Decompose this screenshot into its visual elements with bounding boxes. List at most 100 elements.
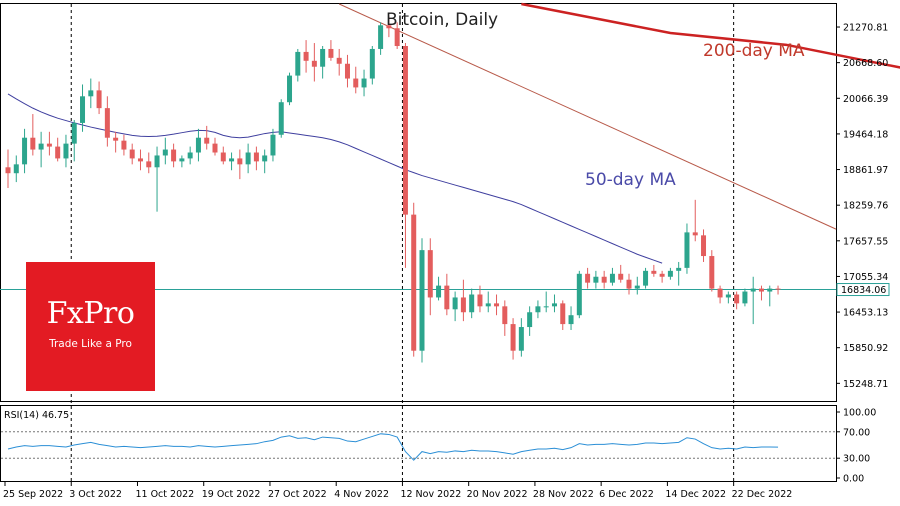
candle bbox=[767, 285, 773, 307]
candle bbox=[502, 300, 508, 336]
candle bbox=[717, 285, 723, 304]
candle bbox=[692, 199, 698, 242]
candle bbox=[527, 306, 533, 336]
candle bbox=[88, 78, 94, 109]
rsi-label: RSI(14) 46.75 bbox=[4, 410, 69, 421]
candle bbox=[758, 285, 764, 301]
candle bbox=[204, 125, 210, 150]
date-tick-label: 19 Oct 2022 bbox=[202, 489, 261, 500]
candle bbox=[278, 99, 284, 138]
candles bbox=[5, 16, 781, 363]
candle bbox=[245, 143, 251, 174]
candle bbox=[80, 84, 86, 132]
candle bbox=[30, 114, 36, 156]
rsi-indicator: 100.00 70.00 30.00 0.00 bbox=[1, 408, 876, 485]
rsi-tick-label: 30.00 bbox=[843, 454, 870, 465]
date-tick-label: 20 Nov 2022 bbox=[467, 489, 528, 500]
date-tick-label: 3 Oct 2022 bbox=[69, 489, 122, 500]
candle bbox=[601, 270, 607, 289]
ma50-label: 50-day MA bbox=[585, 170, 676, 190]
candle bbox=[320, 46, 326, 79]
candle bbox=[63, 134, 69, 168]
trend-line bbox=[338, 3, 837, 230]
candle bbox=[469, 288, 475, 319]
candle bbox=[353, 66, 359, 94]
candle bbox=[659, 270, 665, 283]
logo-wordmark: FxPro bbox=[46, 296, 135, 331]
candle bbox=[262, 149, 268, 174]
candle bbox=[386, 16, 392, 38]
candle bbox=[46, 131, 52, 156]
candle bbox=[593, 270, 599, 289]
candle bbox=[535, 300, 541, 319]
date-axis: 25 Sep 2022 3 Oct 2022 11 Oct 2022 19 Oct 2… bbox=[3, 481, 792, 500]
candle bbox=[154, 146, 160, 212]
chart-title: Bitcoin, Daily bbox=[386, 10, 498, 30]
candle bbox=[485, 291, 491, 313]
date-tick-label: 6 Dec 2022 bbox=[599, 489, 654, 500]
current-price-box bbox=[836, 283, 890, 297]
candle bbox=[146, 152, 152, 174]
date-tick-label: 22 Dec 2022 bbox=[732, 489, 793, 500]
price-tick-label: 16453.13 bbox=[843, 308, 888, 319]
candle bbox=[734, 291, 740, 310]
downtrend-line bbox=[338, 3, 837, 230]
candle bbox=[436, 276, 442, 301]
candle bbox=[220, 146, 226, 165]
price-tick-label: 17055.34 bbox=[843, 272, 888, 283]
date-tick-label: 25 Sep 2022 bbox=[3, 489, 63, 500]
candle bbox=[336, 48, 342, 76]
price-tick-label: 18861.97 bbox=[843, 165, 888, 176]
candle bbox=[179, 155, 185, 168]
candle bbox=[104, 96, 110, 147]
rsi-tick-label: 100.00 bbox=[843, 408, 876, 419]
candle bbox=[311, 43, 317, 82]
candle bbox=[634, 276, 640, 295]
ma200-label: 200-day MA bbox=[703, 41, 805, 61]
candle bbox=[742, 288, 748, 307]
candle bbox=[651, 264, 657, 277]
candle bbox=[378, 22, 384, 55]
candle bbox=[137, 149, 143, 171]
candle bbox=[494, 294, 500, 316]
candle bbox=[667, 267, 673, 280]
candle bbox=[551, 294, 557, 313]
price-tick-label: 15248.71 bbox=[843, 379, 888, 390]
candle bbox=[328, 40, 334, 61]
ma200-line bbox=[521, 2, 900, 69]
price-tick-label: 21270.81 bbox=[843, 23, 888, 34]
candle bbox=[560, 300, 566, 331]
ma200-path bbox=[521, 2, 900, 69]
candle bbox=[701, 229, 707, 262]
candle bbox=[361, 69, 367, 97]
candle bbox=[427, 238, 433, 316]
candle bbox=[518, 318, 524, 357]
rsi-panel-frame bbox=[0, 405, 837, 482]
candle bbox=[676, 261, 682, 286]
candle bbox=[775, 285, 781, 295]
price-tick-label: 17657.55 bbox=[843, 236, 888, 247]
candle bbox=[411, 202, 417, 357]
date-tick-label: 4 Nov 2022 bbox=[334, 489, 389, 500]
ma50-path bbox=[7, 93, 663, 264]
logo-tagline: Trade Like a Pro bbox=[49, 338, 132, 350]
candle bbox=[237, 149, 243, 180]
candle bbox=[750, 276, 756, 325]
candle bbox=[162, 137, 168, 165]
candle bbox=[609, 267, 615, 286]
date-tick-label: 28 Nov 2022 bbox=[533, 489, 594, 500]
candle bbox=[460, 279, 466, 322]
candle bbox=[568, 306, 574, 331]
date-tick-label: 12 Nov 2022 bbox=[400, 489, 461, 500]
date-tick-label: 27 Oct 2022 bbox=[268, 489, 327, 500]
price-tick-label: 19464.18 bbox=[843, 129, 888, 140]
candle bbox=[444, 273, 450, 316]
candle bbox=[212, 137, 218, 156]
candle bbox=[187, 146, 193, 165]
candle bbox=[71, 119, 77, 162]
current-price-label: 16834.06 bbox=[841, 285, 886, 296]
candle bbox=[229, 152, 235, 171]
candle bbox=[303, 40, 309, 73]
candle bbox=[113, 131, 119, 153]
